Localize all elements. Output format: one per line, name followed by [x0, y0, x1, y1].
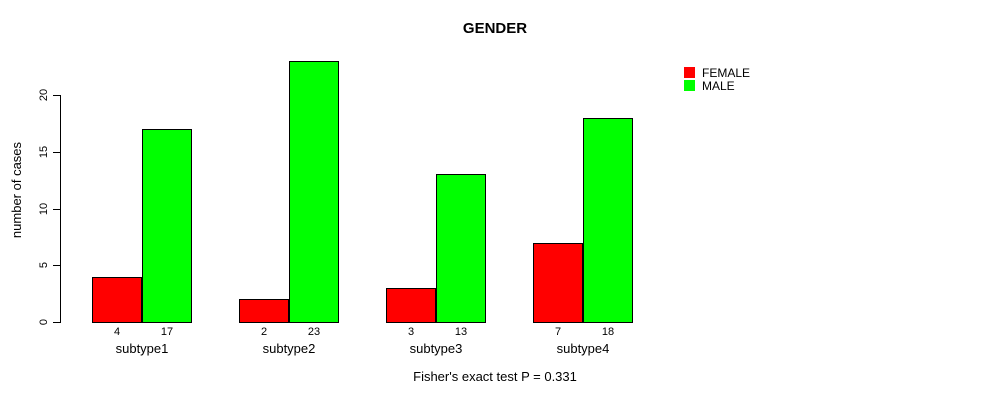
male-swatch-icon [684, 80, 695, 91]
bar-male-subtype2 [289, 60, 339, 323]
bar-male-subtype3 [436, 174, 486, 323]
bar-value-label-male-subtype2: 23 [307, 326, 321, 338]
chart-title: GENDER [462, 20, 528, 37]
legend-item-female: FEMALE [684, 65, 751, 80]
bar-female-subtype2 [239, 299, 289, 323]
bar-male-subtype4 [583, 117, 633, 323]
female-swatch-icon [684, 67, 695, 78]
bar-value-label-female-subtype2: 2 [260, 326, 268, 338]
bar-value-label-male-subtype1: 17 [160, 326, 174, 338]
bar-value-label-male-subtype3: 13 [454, 326, 468, 338]
y-axis-line [60, 95, 61, 323]
bar-female-subtype4 [533, 242, 583, 323]
bar-value-label-male-subtype4: 18 [601, 326, 615, 338]
y-tick [53, 95, 60, 96]
y-tick [53, 322, 60, 323]
footer-annotation: Fisher's exact test P = 0.331 [413, 369, 577, 384]
y-tick-label: 5 [38, 262, 50, 269]
bar-value-label-female-subtype1: 4 [113, 326, 121, 338]
bar-female-subtype3 [386, 287, 436, 323]
bar-female-subtype1 [92, 276, 142, 323]
bar-male-subtype1 [142, 129, 192, 323]
y-tick-label: 10 [38, 202, 50, 215]
y-tick [53, 208, 60, 210]
category-label-subtype2: subtype2 [262, 341, 316, 356]
legend-label-male: MALE [702, 78, 735, 93]
y-tick-label: 20 [38, 88, 50, 102]
bar-value-label-female-subtype3: 3 [407, 326, 415, 338]
category-label-subtype4: subtype4 [556, 341, 610, 356]
category-label-subtype3: subtype3 [409, 341, 463, 356]
y-tick-label: 0 [38, 318, 50, 326]
legend-label-female: FEMALE [702, 65, 751, 80]
category-label-subtype1: subtype1 [115, 341, 169, 356]
legend: FEMALE MALE [684, 65, 751, 93]
y-tick [53, 265, 60, 267]
y-tick-label: 15 [38, 145, 50, 158]
legend-item-male: MALE [684, 78, 750, 93]
y-tick [53, 151, 60, 153]
bar-value-label-female-subtype4: 7 [554, 326, 562, 338]
